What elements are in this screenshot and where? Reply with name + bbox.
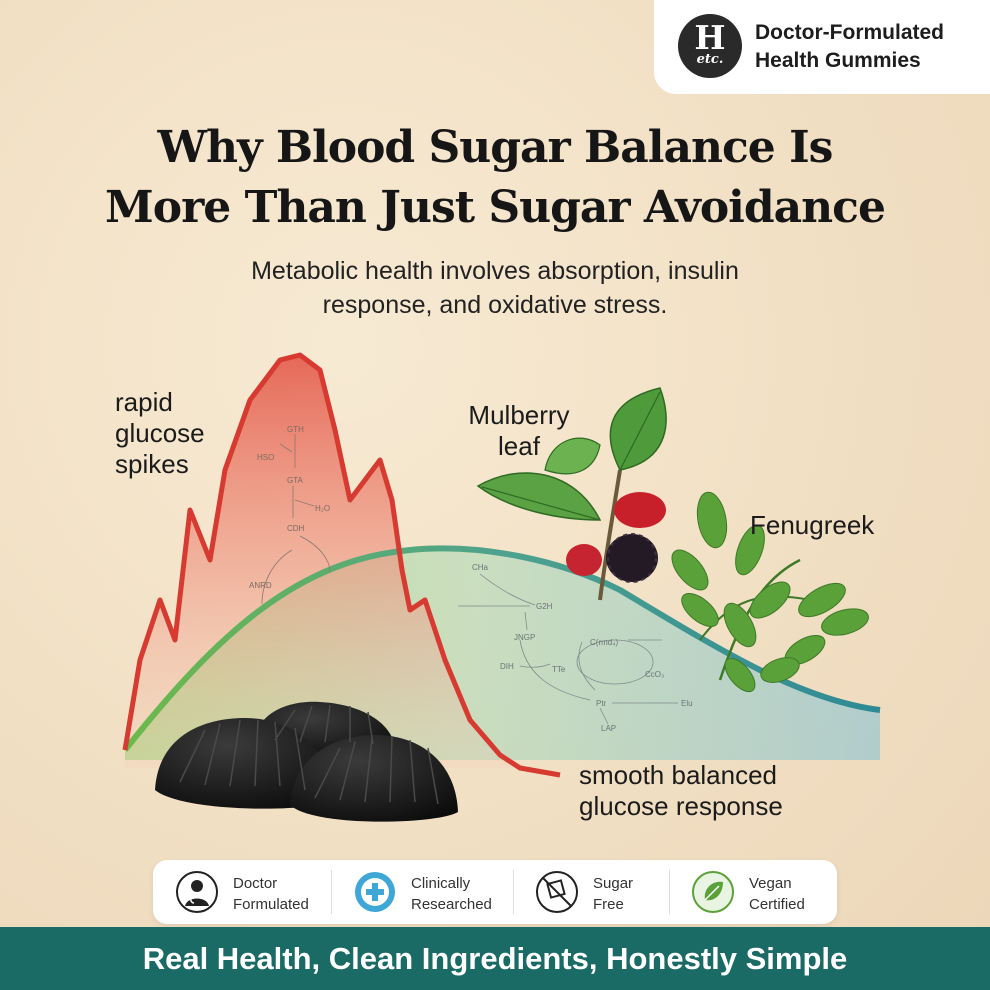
pathway-label: LAP — [601, 724, 616, 733]
pathway-diagram-right — [458, 573, 678, 725]
pathway-label: H₂O — [315, 504, 330, 513]
smooth-label-line: glucose response — [579, 791, 783, 821]
badge-line: Free — [593, 896, 624, 913]
badge-vegan-certified: Vegan Certified — [669, 860, 837, 924]
mulberry-label-line: leaf — [498, 431, 540, 461]
doctor-icon — [176, 871, 218, 913]
badge-line: Formulated — [233, 896, 309, 913]
logo-letter: H — [694, 18, 726, 57]
subtitle-line-1: Metabolic health involves absorption, in… — [251, 257, 739, 285]
pathway-label: ANRD — [249, 581, 272, 590]
fenugreek-illustration — [671, 491, 869, 693]
badge-line: Certified — [749, 896, 805, 913]
spike-curve — [122, 352, 561, 778]
sugar-free-icon — [536, 871, 578, 913]
title-line-1: Why Blood Sugar Balance Is — [157, 122, 834, 173]
pathway-label: G2H — [536, 602, 553, 611]
spike-label-line: glucose — [115, 418, 205, 448]
pathway-label: CHa — [472, 563, 489, 572]
mulberry-label-line: Mulberry — [468, 400, 570, 430]
gummies-illustration — [155, 701, 458, 822]
spike-area — [125, 355, 520, 768]
smooth-label-line: smooth balanced — [579, 760, 778, 790]
badge-text: Vegan Certified — [749, 873, 805, 915]
pathway-label: GTA — [287, 476, 304, 485]
spike-label-line: spikes — [115, 449, 189, 479]
badge-text: Clinically Researched — [411, 873, 492, 915]
mulberry-label: Mulberry leaf — [460, 400, 578, 462]
pathway-label: GTH — [287, 425, 304, 434]
spike-label: rapid glucose spikes — [115, 387, 205, 480]
badge-bar: Doctor Formulated Clinically Researched … — [153, 860, 837, 924]
smooth-response-label: smooth balanced glucose response — [579, 760, 783, 822]
brand-line-2: Health Gummies — [755, 49, 921, 72]
pathway-diagram-left — [261, 434, 331, 605]
footer-banner: Real Health, Clean Ingredients, Honestly… — [0, 927, 990, 990]
mulberry-leaf-illustration — [476, 387, 667, 601]
pathway-label: C(rmd₄) — [590, 638, 618, 647]
badge-line: Researched — [411, 896, 492, 913]
logo-subtext: etc. — [696, 52, 724, 67]
brand-logo: H etc. — [678, 14, 742, 78]
badge-clinically-researched: Clinically Researched — [331, 860, 509, 924]
pathway-label: CDH — [287, 524, 305, 533]
title-line-2: More Than Just Sugar Avoidance — [105, 182, 886, 233]
badge-doctor-formulated: Doctor Formulated — [153, 860, 324, 924]
subtitle-line-2: response, and oxidative stress. — [322, 291, 668, 319]
badge-divider — [513, 870, 514, 914]
smooth-response-curve — [122, 545, 881, 752]
page-title: Why Blood Sugar Balance Is More Than Jus… — [0, 118, 990, 238]
badge-line: Doctor — [233, 875, 278, 892]
subtitle: Metabolic health involves absorption, in… — [0, 254, 990, 322]
pathway-label: JNGP — [514, 633, 535, 642]
brand-header: H etc. Doctor-Formulated Health Gummies — [654, 0, 990, 94]
clinically-researched-seal-icon — [355, 872, 395, 912]
brand-tagline: Doctor-Formulated Health Gummies — [755, 19, 944, 75]
pathway-label: HSO — [257, 453, 274, 462]
pathway-label: CcO₃ — [645, 670, 664, 679]
badge-line: Clinically — [411, 875, 471, 892]
brand-line-1: Doctor-Formulated — [755, 21, 944, 44]
badge-divider — [669, 870, 670, 914]
badge-text: Sugar Free — [593, 873, 633, 915]
pathway-label: Ptr — [596, 699, 607, 708]
badge-line: Vegan — [749, 875, 792, 892]
fenugreek-label: Fenugreek — [750, 510, 875, 540]
badge-sugar-free: Sugar Free — [513, 860, 673, 924]
vegan-leaf-icon — [692, 871, 734, 913]
spike-label-line: rapid — [115, 387, 173, 417]
badge-divider — [331, 870, 332, 914]
badge-line: Sugar — [593, 875, 634, 892]
badge-text: Doctor Formulated — [233, 873, 309, 915]
pathway-label: DIH — [500, 662, 514, 671]
pathway-label: TTe — [552, 665, 566, 674]
pathway-label: Elu — [681, 699, 693, 708]
